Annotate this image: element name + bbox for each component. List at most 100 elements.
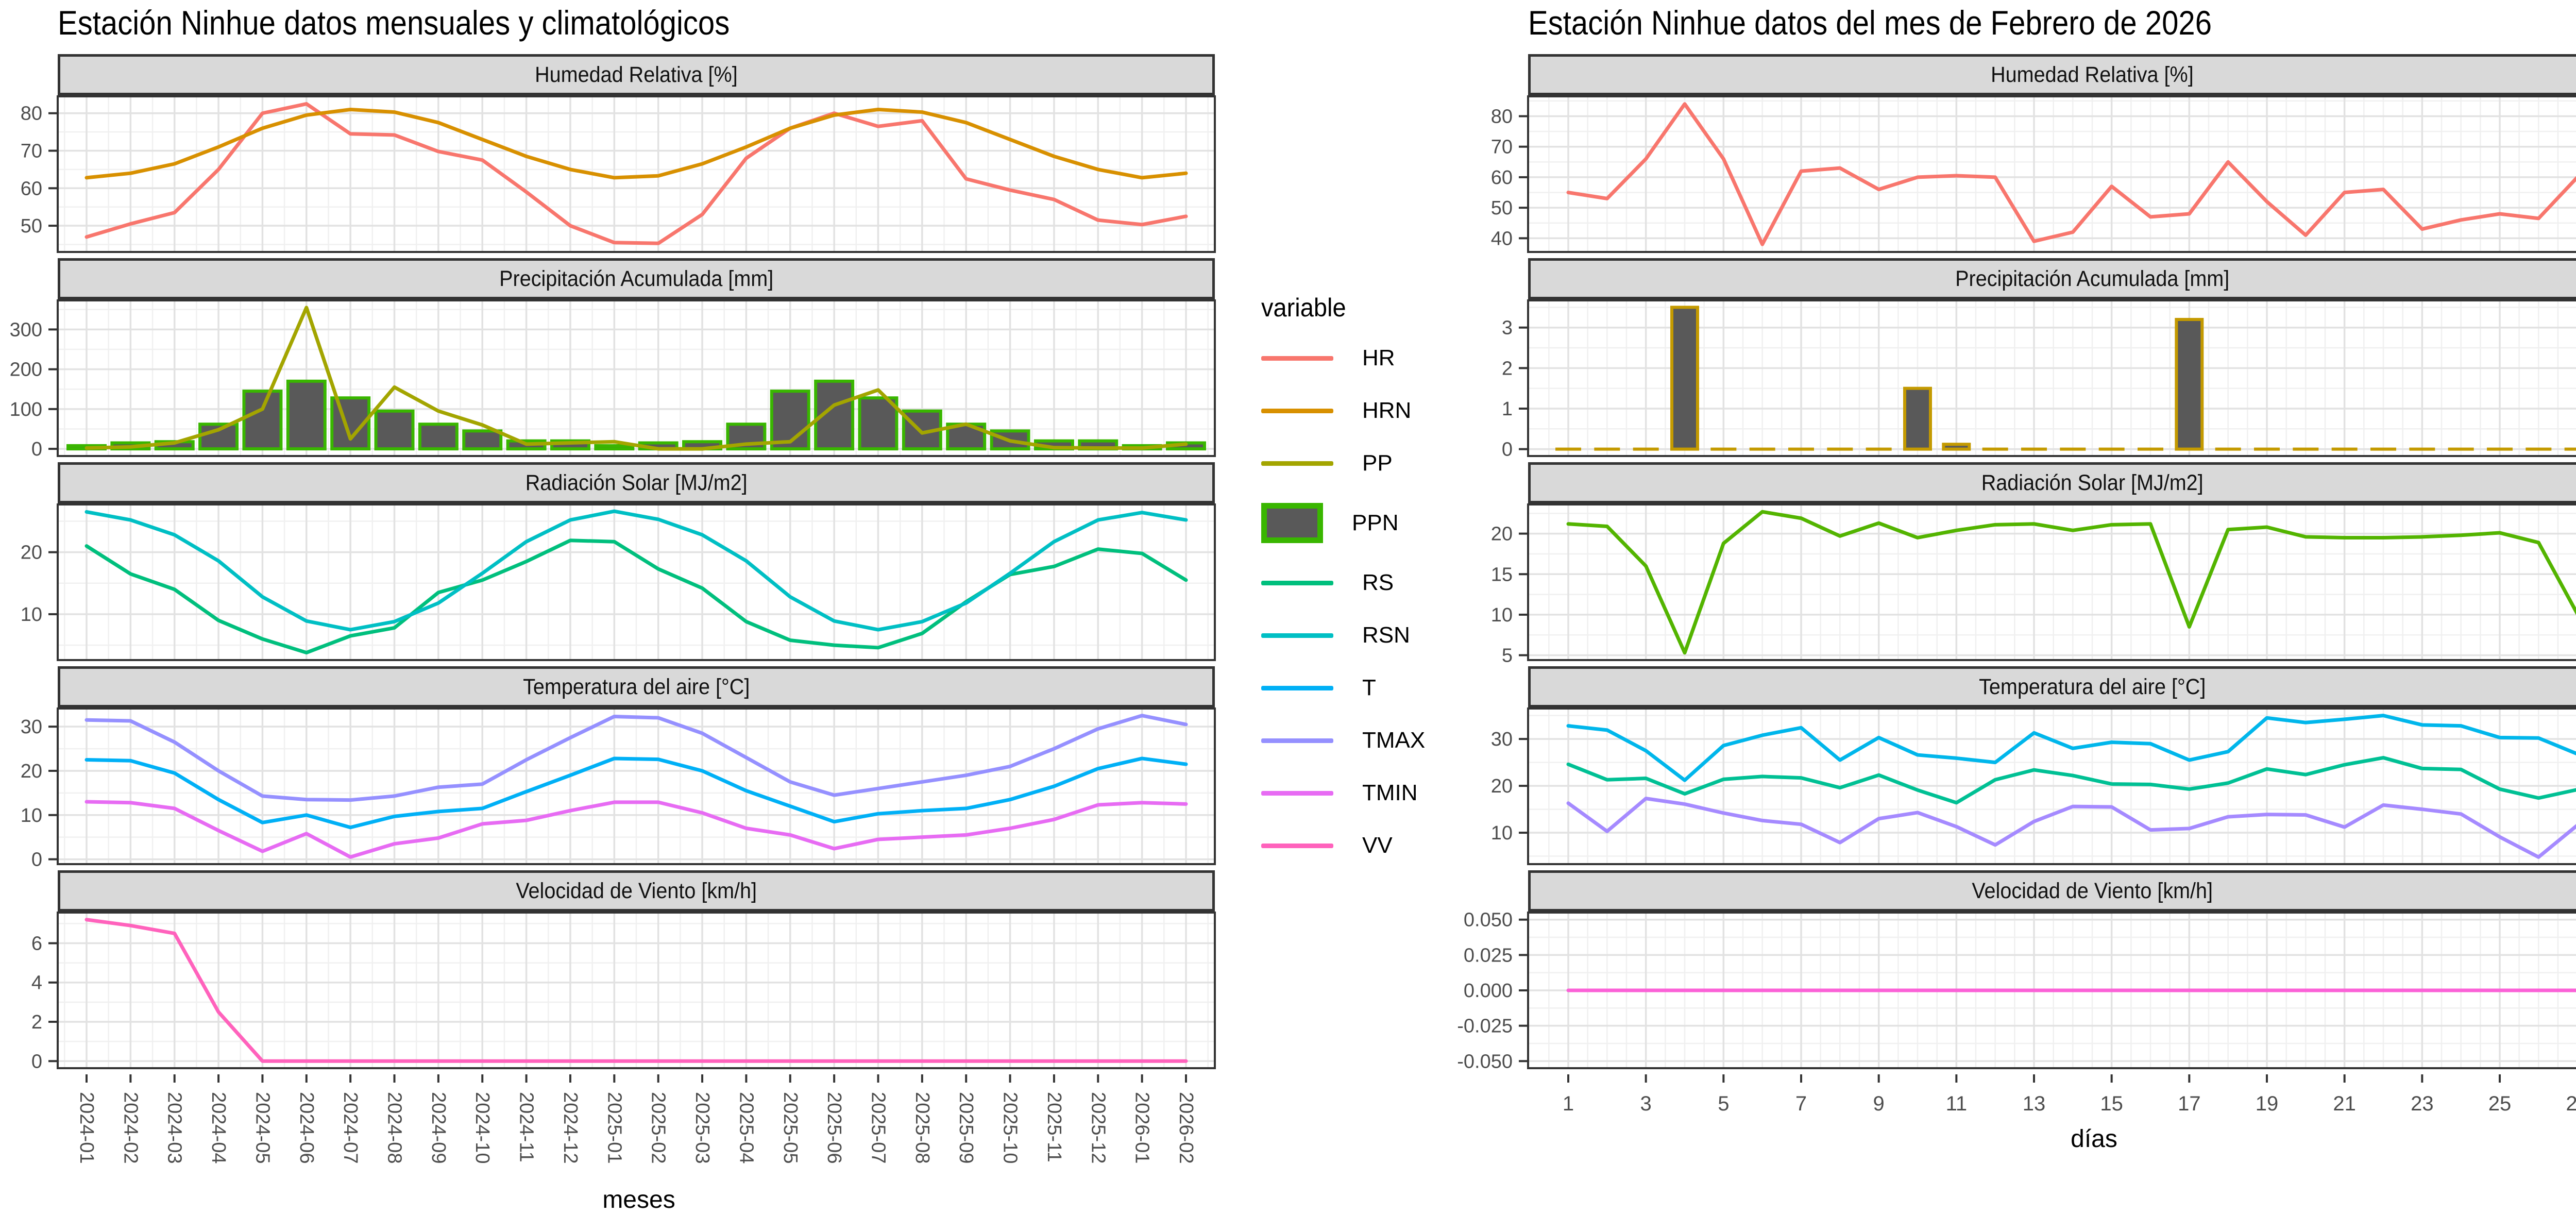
- svg-text:60: 60: [1491, 167, 1513, 189]
- facet-strip-label: Humedad Relativa [%]: [535, 62, 738, 87]
- legend-monthly: variable HR HRN PP PPN RS RSN T TMAX TMIN VV: [1261, 293, 1425, 885]
- svg-text:0: 0: [31, 849, 42, 871]
- february-2026-chart: Estación Ninhue datos del mes de Febrero…: [1452, 5, 2576, 1153]
- series-pp: [84, 306, 1188, 451]
- svg-text:50: 50: [21, 215, 42, 237]
- svg-text:-0.050: -0.050: [1457, 1051, 1513, 1073]
- facet-strip: Precipitación Acumulada [mm]: [1528, 258, 2576, 300]
- svg-text:50: 50: [1491, 197, 1513, 219]
- svg-text:2024-04: 2024-04: [208, 1092, 229, 1164]
- svg-text:5: 5: [1718, 1092, 1729, 1115]
- svg-text:20: 20: [21, 761, 42, 782]
- svg-text:0.025: 0.025: [1464, 945, 1513, 967]
- facet-strip: Radiación Solar [MJ/m2]: [1528, 462, 2576, 504]
- svg-text:60: 60: [21, 178, 42, 200]
- legend-key-line-swatch: [1261, 580, 1333, 585]
- svg-text:4: 4: [31, 972, 42, 994]
- svg-text:2025-12: 2025-12: [1087, 1092, 1109, 1164]
- legend-entry-label: TMAX: [1362, 728, 1426, 753]
- series-tmax: [1566, 714, 2576, 782]
- svg-text:2024-03: 2024-03: [164, 1092, 185, 1164]
- facet-strip-label: Humedad Relativa [%]: [1991, 62, 2194, 87]
- facet-temperatura-del-aire-c: Temperatura del aire [°C] 10 20 30: [1452, 666, 2576, 866]
- series-tmin: [84, 800, 1188, 859]
- series-tmax: [84, 714, 1188, 802]
- chart-title-february: Estación Ninhue datos del mes de Febrero…: [1528, 4, 2212, 42]
- facet-plot-temperatura-del-aire-c: 10 20 30: [1491, 707, 2576, 866]
- facet-strip-label: Velocidad de Viento [km/h]: [516, 878, 757, 903]
- facet-velocidad-de-viento-km-h: Velocidad de Viento [km/h] 0 2 4 6: [4, 870, 1220, 1073]
- legend-entry-t: T: [1261, 675, 1416, 701]
- svg-text:2025-06: 2025-06: [823, 1092, 845, 1164]
- legend-key-line-swatch: [1261, 738, 1333, 743]
- svg-text:1: 1: [1502, 398, 1513, 420]
- facet-strip: Humedad Relativa [%]: [1528, 54, 2576, 96]
- svg-text:2024-02: 2024-02: [120, 1092, 141, 1164]
- svg-text:19: 19: [2256, 1092, 2279, 1115]
- legend-entry-hr: HR: [1261, 345, 1416, 371]
- svg-text:21: 21: [2333, 1092, 2356, 1115]
- x-axis-title-meses: meses: [602, 1186, 675, 1214]
- legend-key-line-swatch: [1261, 356, 1333, 361]
- svg-text:10: 10: [21, 805, 42, 827]
- svg-text:10: 10: [1491, 822, 1513, 844]
- legend-key-line-swatch: [1261, 461, 1333, 466]
- legend-entry-hrn: HRN: [1261, 398, 1416, 424]
- series-vv: [84, 918, 1188, 1064]
- facet-strip: Radiación Solar [MJ/m2]: [58, 462, 1215, 504]
- svg-text:9: 9: [1873, 1092, 1885, 1115]
- facet-plot-radiaci-n-solar-mj-m2: 10 20: [21, 503, 1216, 662]
- series-tmin: [1566, 797, 2576, 859]
- monthly-facets: Humedad Relativa [%] 50 60 70 80 Precipitació…: [4, 54, 1220, 1073]
- svg-text:0: 0: [1502, 439, 1513, 461]
- svg-text:7: 7: [1795, 1092, 1807, 1115]
- series-rsn: [84, 510, 1188, 632]
- facet-strip: Precipitación Acumulada [mm]: [58, 258, 1215, 300]
- svg-text:2024-08: 2024-08: [384, 1092, 405, 1164]
- facet-plot-radiaci-n-solar-mj-m2: 5 10 15 20: [1491, 503, 2576, 667]
- svg-text:2025-09: 2025-09: [955, 1092, 977, 1164]
- svg-text:200: 200: [10, 359, 42, 381]
- svg-text:2: 2: [1502, 358, 1513, 380]
- svg-text:6: 6: [31, 933, 42, 955]
- facet-velocidad-de-viento-km-h: Velocidad de Viento [km/h] -0.050 -0.025 0.…: [1452, 870, 2576, 1073]
- svg-text:2024-06: 2024-06: [296, 1092, 317, 1164]
- facet-strip-label: Velocidad de Viento [km/h]: [1972, 878, 2213, 903]
- svg-text:2024-12: 2024-12: [560, 1092, 581, 1164]
- series-rs: [1566, 510, 2576, 655]
- svg-text:15: 15: [1491, 564, 1513, 586]
- facet-precipitaci-n-acumulada-mm: Precipitación Acumulada [mm] 0 100 200 300: [4, 258, 1220, 460]
- svg-text:300: 300: [10, 319, 42, 341]
- february-x-axis: 13579111315171921232527: [1452, 1074, 2576, 1122]
- legend-entry-label: RSN: [1362, 622, 1410, 648]
- facet-strip-label: Temperatura del aire [°C]: [522, 674, 750, 699]
- facet-humedad-relativa: Humedad Relativa [%] 40 50 60 70 80: [1452, 54, 2576, 254]
- svg-text:2024-09: 2024-09: [428, 1092, 449, 1164]
- legend-entry-ppn: PPN: [1261, 503, 1416, 543]
- facet-temperatura-del-aire-c: Temperatura del aire [°C] 0 10 20 30: [4, 666, 1220, 871]
- svg-text:2025-08: 2025-08: [911, 1092, 933, 1164]
- svg-text:2025-10: 2025-10: [999, 1092, 1021, 1164]
- legend-entry-pp: PP: [1261, 450, 1416, 476]
- facet-precipitaci-n-acumulada-mm: Precipitación Acumulada [mm] 0 1 2 3: [1452, 258, 2576, 461]
- facet-strip-label: Precipitación Acumulada [mm]: [1955, 266, 2230, 291]
- legend-key-line-swatch: [1261, 843, 1333, 848]
- facet-plot-humedad-relativa: 50 60 70 80: [21, 95, 1216, 254]
- svg-text:2025-03: 2025-03: [691, 1092, 713, 1164]
- facet-strip: Temperatura del aire [°C]: [58, 666, 1215, 708]
- facet-plot-temperatura-del-aire-c: 0 10 20 30: [21, 707, 1216, 871]
- facet-strip-label: Radiación Solar [MJ/m2]: [1981, 470, 2204, 495]
- svg-text:3: 3: [1640, 1092, 1652, 1115]
- legend-entry-rs: RS: [1261, 570, 1416, 596]
- legend-entry-label: T: [1362, 675, 1376, 700]
- svg-text:2: 2: [31, 1011, 42, 1033]
- svg-text:2026-01: 2026-01: [1131, 1092, 1153, 1164]
- legend-entry-tmax: TMAX: [1261, 728, 1425, 753]
- series-hr: [84, 102, 1188, 246]
- legend-entry-label: HR: [1362, 345, 1395, 370]
- svg-text:2025-04: 2025-04: [735, 1092, 757, 1164]
- svg-text:0: 0: [31, 1051, 42, 1073]
- svg-text:2024-05: 2024-05: [251, 1092, 273, 1164]
- svg-text:30: 30: [1491, 729, 1513, 750]
- series-t: [84, 756, 1188, 830]
